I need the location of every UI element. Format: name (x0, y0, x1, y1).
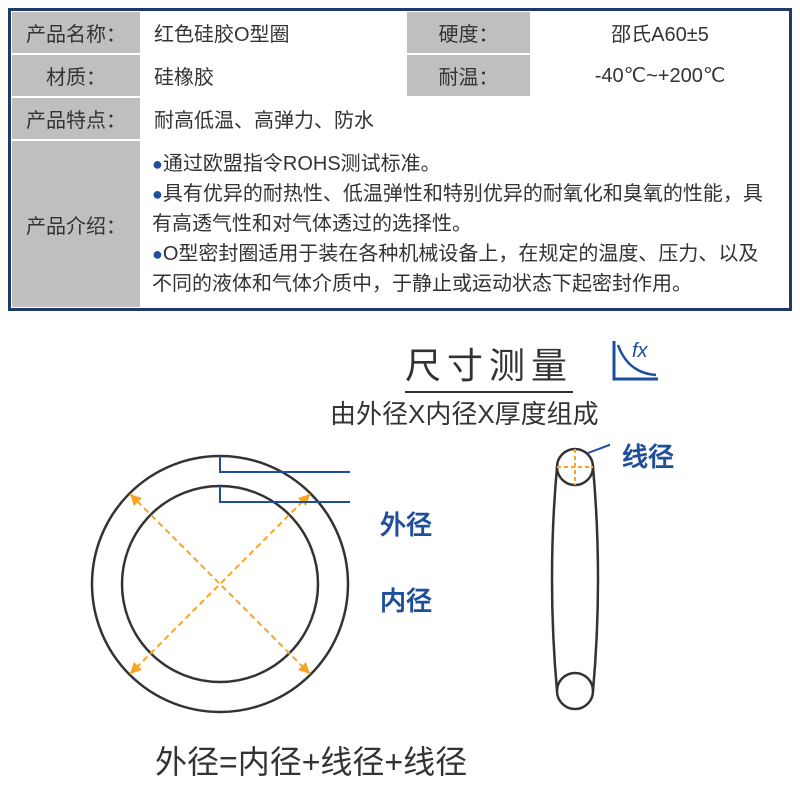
label-hardness: 硬度： (406, 11, 531, 54)
svg-text:fx: fx (632, 340, 649, 362)
bullet-icon: ● (152, 154, 163, 174)
label-temp: 耐温： (406, 54, 531, 97)
label-features: 产品特点： (11, 97, 141, 140)
oring-front-diagram (90, 454, 350, 714)
value-features: 耐高低温、高弹力、防水 (141, 97, 789, 140)
value-temp: -40℃~+200℃ (531, 54, 789, 97)
bullet-icon: ● (152, 184, 163, 204)
formula-text: 外径=内径+线径+线径 (155, 737, 467, 783)
spec-row-intro: 产品介绍： ●通过欧盟指令ROHS测试标准。 ●具有优异的耐热性、低温弹性和特别… (11, 140, 789, 308)
intro-line-1: 通过欧盟指令ROHS测试标准。 (163, 153, 441, 175)
label-product-name: 产品名称： (11, 11, 141, 54)
intro-line-2: 具有优异的耐热性、低温弹性和特别优异的耐氧化和臭氧的性能，具有高透气性和对气体透… (152, 183, 763, 235)
label-material: 材质： (11, 54, 141, 97)
value-material: 硅橡胶 (141, 54, 406, 97)
label-inner-diameter: 内径 (380, 581, 432, 618)
spec-row-features: 产品特点： 耐高低温、高弹力、防水 (11, 97, 789, 140)
spec-table: 产品名称： 红色硅胶O型圈 硬度： 邵氏A60±5 材质： 硅橡胶 耐温： -4… (8, 8, 792, 311)
measure-section: 尺寸测量 fx 由外径X内径X厚度组成 外径 内径 线径 外径=内径+线径+线径 (0, 319, 800, 789)
fx-icon: fx (610, 337, 660, 383)
oring-side-diagram (540, 439, 610, 719)
label-outer-diameter: 外径 (380, 505, 432, 542)
bullet-icon: ● (152, 244, 163, 264)
value-hardness: 邵氏A60±5 (531, 11, 789, 54)
label-wire-diameter: 线径 (622, 437, 674, 474)
intro-line-3: O型密封圈适用于装在各种机械设备上，在规定的温度、压力、以及不同的液体和气体介质… (152, 243, 758, 295)
measure-title: 尺寸测量 (405, 337, 573, 393)
spec-row-2: 材质： 硅橡胶 耐温： -40℃~+200℃ (11, 54, 789, 97)
value-product-name: 红色硅胶O型圈 (141, 11, 406, 54)
spec-row-1: 产品名称： 红色硅胶O型圈 硬度： 邵氏A60±5 (11, 11, 789, 54)
label-intro: 产品介绍： (11, 140, 141, 308)
value-intro: ●通过欧盟指令ROHS测试标准。 ●具有优异的耐热性、低温弹性和特别优异的耐氧化… (141, 140, 789, 308)
measure-subtitle: 由外径X内径X厚度组成 (330, 394, 599, 431)
